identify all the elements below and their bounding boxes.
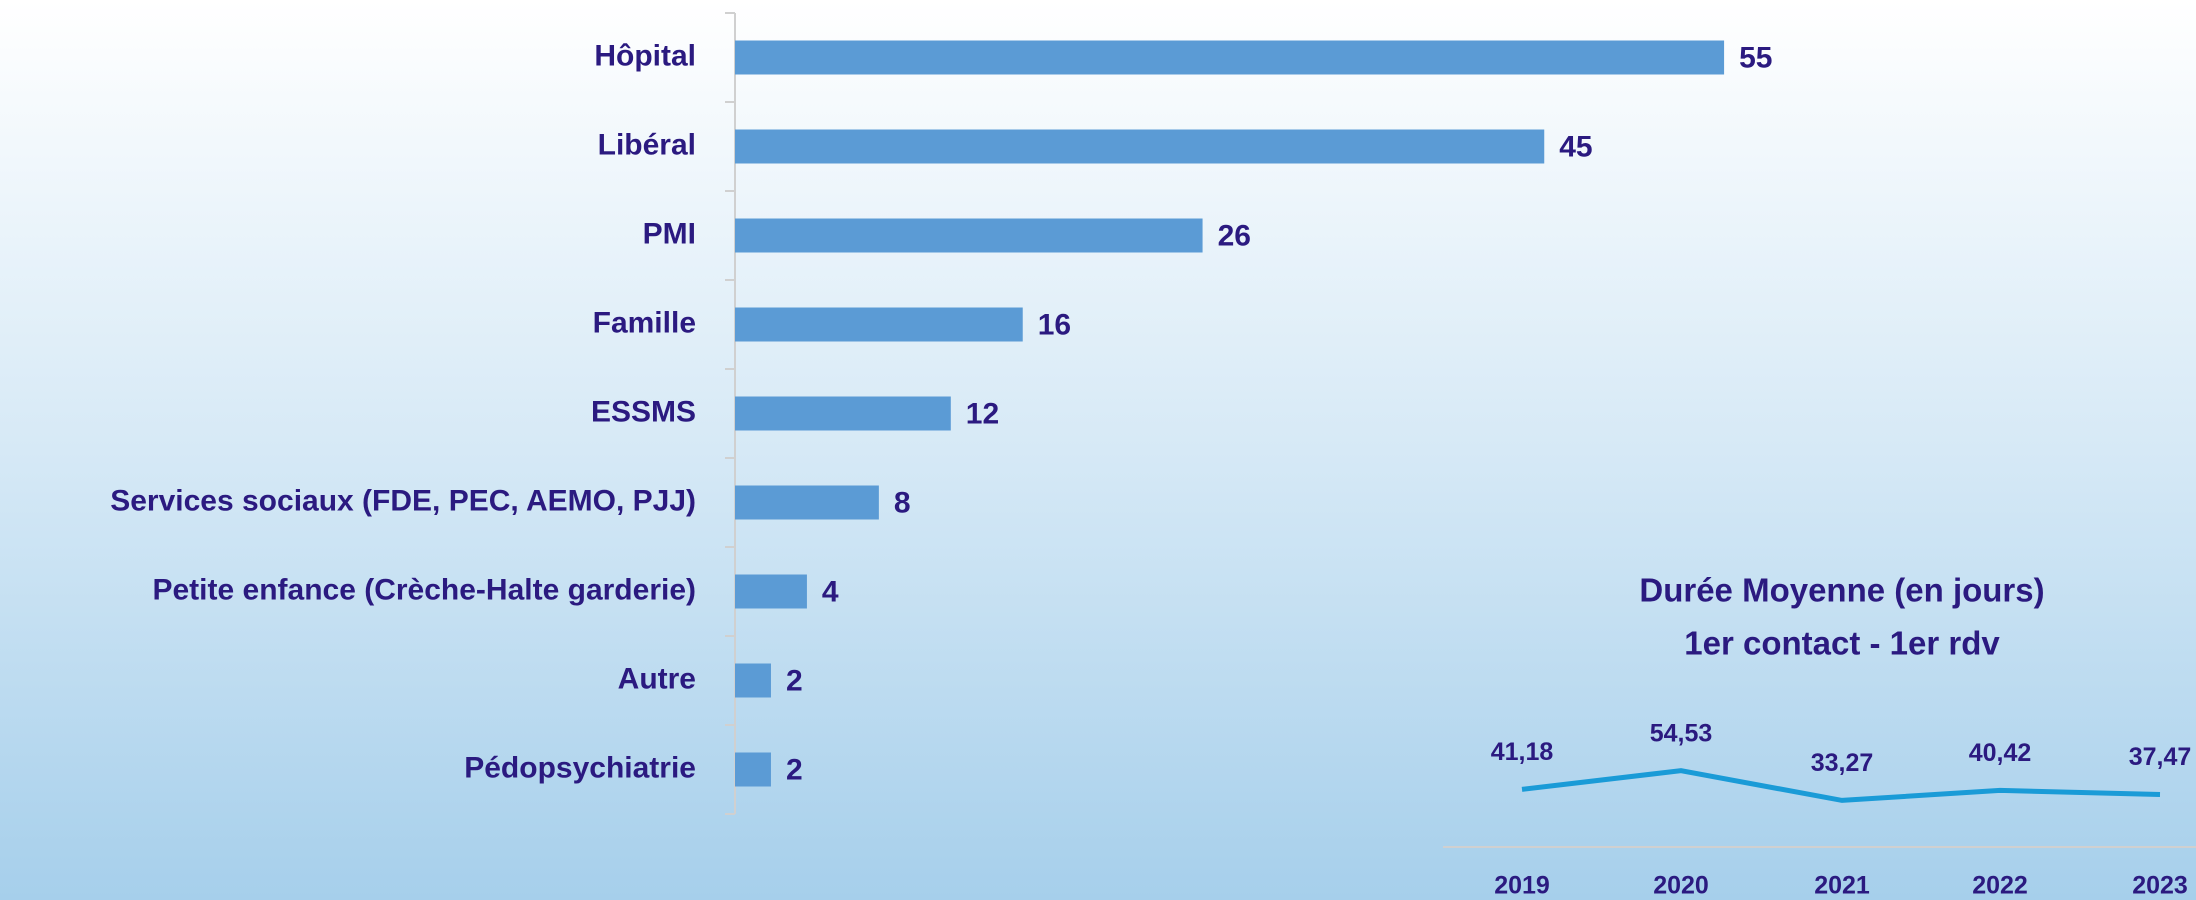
value-label: 26: [1218, 219, 1251, 252]
line-subtitle: 1er contact - 1er rdv: [1684, 625, 2000, 662]
bar: [735, 752, 771, 787]
category-label: Autre: [618, 662, 696, 695]
x-tick-label: 2019: [1494, 872, 1550, 900]
value-label: 33,27: [1811, 749, 1874, 777]
bar: [735, 129, 1545, 164]
bar: [735, 40, 1725, 75]
bar: [735, 396, 951, 431]
value-label: 2: [786, 753, 803, 786]
bar: [735, 663, 771, 698]
value-label: 55: [1739, 41, 1772, 74]
value-label: 45: [1559, 130, 1592, 163]
category-label: Famille: [593, 306, 696, 339]
x-tick-label: 2020: [1653, 872, 1709, 900]
value-label: 8: [894, 486, 911, 519]
bar: [735, 307, 1023, 342]
category-label: ESSMS: [591, 395, 696, 428]
value-label: 4: [822, 575, 839, 608]
category-label: Hôpital: [594, 39, 696, 72]
category-label: Services sociaux (FDE, PEC, AEMO, PJJ): [110, 484, 696, 517]
value-label: 40,42: [1969, 739, 2032, 767]
category-label: Petite enfance (Crèche-Halte garderie): [152, 573, 696, 606]
bar: [735, 485, 879, 520]
value-label: 16: [1038, 308, 1071, 341]
value-label: 37,47: [2129, 743, 2192, 771]
x-tick-label: 2022: [1972, 872, 2028, 900]
value-label: 12: [966, 397, 999, 430]
line: [1521, 768, 2161, 803]
category-label: PMI: [643, 217, 696, 250]
value-label: 41,18: [1491, 738, 1554, 766]
x-tick-label: 2023: [2132, 872, 2188, 900]
value-label: 54,53: [1650, 719, 1713, 747]
value-label: 2: [786, 664, 803, 697]
category-label: Libéral: [598, 128, 696, 161]
bar: [735, 574, 807, 609]
line-title: Durée Moyenne (en jours): [1639, 572, 2044, 609]
x-tick-label: 2021: [1814, 872, 1870, 900]
bar: [735, 218, 1203, 253]
category-label: Pédopsychiatrie: [464, 751, 696, 784]
